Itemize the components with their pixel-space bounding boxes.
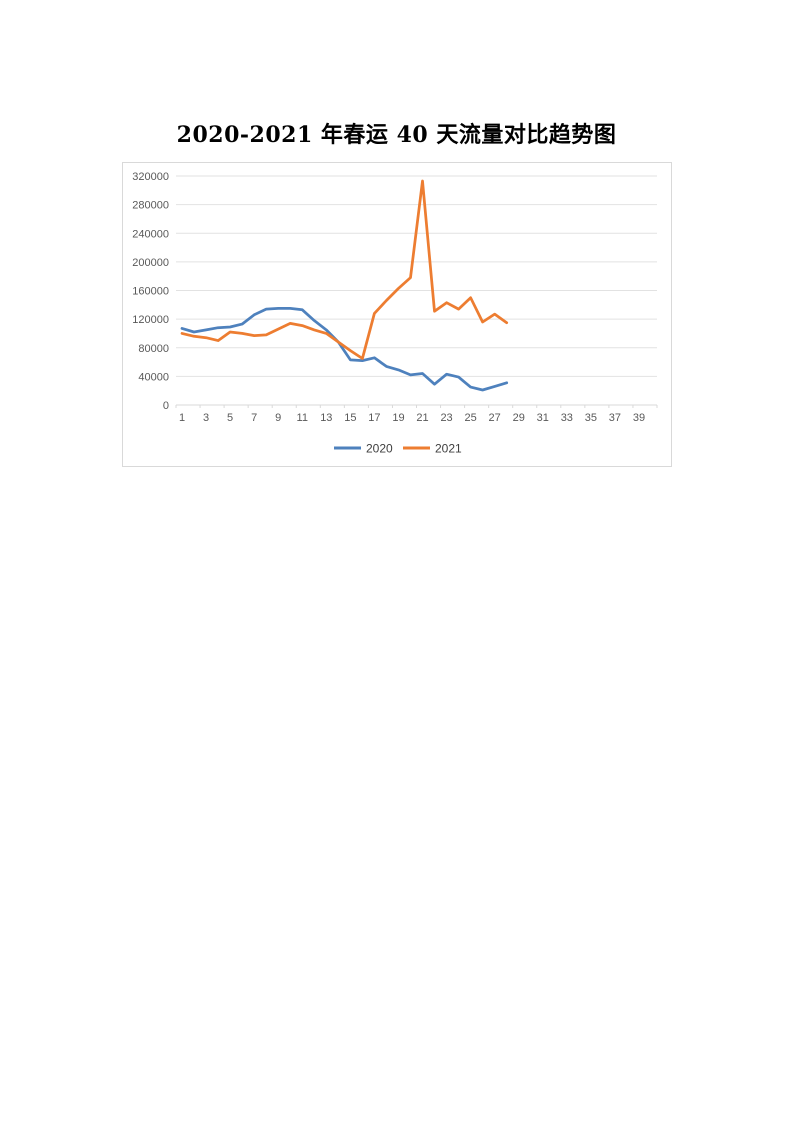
y-axis-tick-label: 160000 (132, 286, 169, 298)
x-axis-tick-label: 11 (297, 412, 308, 424)
x-axis-tick-label: 19 (392, 412, 404, 424)
y-axis-tick-label: 280000 (132, 200, 169, 212)
x-axis-tick-label: 5 (227, 412, 233, 424)
x-axis-tick-label: 13 (320, 412, 332, 424)
x-axis-tick-label: 29 (513, 412, 525, 424)
y-axis-tick-label: 240000 (132, 228, 169, 240)
legend-label-2021: 2021 (435, 442, 462, 456)
x-axis-tick-label: 23 (440, 412, 452, 424)
x-axis-tick-label: 35 (585, 412, 597, 424)
x-axis-tick-label: 1 (179, 412, 185, 424)
legend-label-2020: 2020 (366, 442, 393, 456)
x-axis-tick-label: 37 (609, 412, 621, 424)
x-axis-tick-label: 27 (489, 412, 501, 424)
x-axis-tick-label: 7 (251, 412, 257, 424)
y-axis-tick-label: 80000 (138, 343, 169, 355)
x-axis-tick-label: 15 (344, 412, 356, 424)
chart-frame[interactable]: 0 40000 80000 120000 160000 200000 240000 28000… (122, 162, 672, 467)
y-axis-tick-label: 40000 (138, 371, 169, 383)
line-chart: 0 40000 80000 120000 160000 200000 240000 28000… (132, 171, 658, 456)
x-axis-tick-label: 9 (275, 412, 281, 424)
series-line-2020 (180, 307, 509, 392)
y-axis-tick-label: 320000 (132, 171, 169, 183)
series-line-2021 (180, 179, 509, 360)
y-axis-tick-label: 200000 (132, 257, 169, 269)
x-axis-tick-label: 25 (464, 412, 476, 424)
x-axis-tick-label: 31 (537, 412, 549, 424)
y-axis-tick-label: 0 (163, 400, 169, 412)
x-axis-tick-label: 21 (416, 412, 428, 424)
x-axis-tick-label: 17 (368, 412, 380, 424)
y-axis-tick-label: 120000 (132, 314, 169, 326)
chart-title: 2020-2021 年春运 40 天流量对比趋势图 (176, 122, 617, 148)
x-axis-tick-label: 33 (561, 412, 573, 424)
x-axis-tick-label: 3 (203, 412, 209, 424)
x-axis-tick-label: 39 (633, 412, 645, 424)
